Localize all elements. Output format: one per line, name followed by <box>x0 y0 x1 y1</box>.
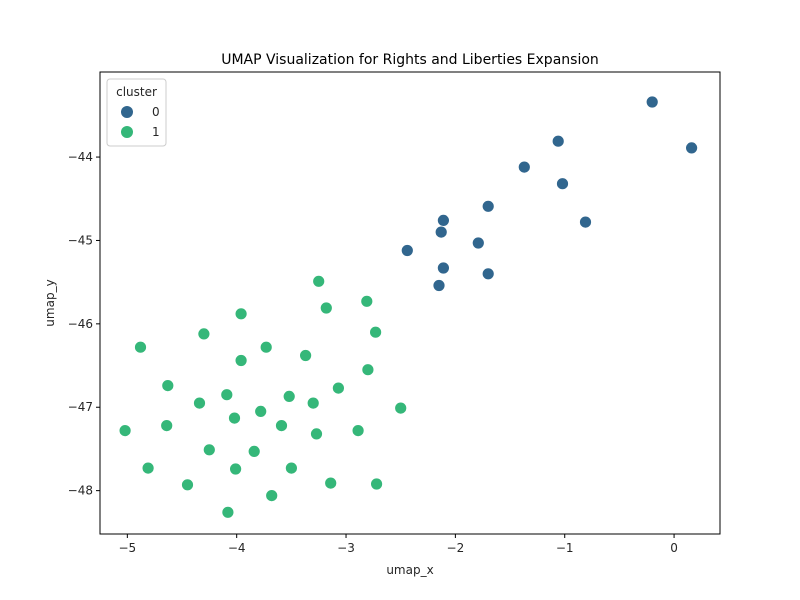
point-cluster-1-23 <box>351 424 365 438</box>
point-cluster-1-25 <box>202 443 216 457</box>
legend: cluster 0 1 <box>106 78 167 147</box>
point-cluster-1-11 <box>161 379 175 393</box>
x-axis-ticks: −5 −4 −3 −2 −1 0 <box>118 534 678 555</box>
x-tick-label: −4 <box>228 541 246 555</box>
point-cluster-1-5 <box>197 327 211 341</box>
point-cluster-1-2 <box>319 301 333 315</box>
point-cluster-1-13 <box>220 388 234 402</box>
point-cluster-1-31 <box>370 477 384 491</box>
legend-marker-cluster-0 <box>121 106 133 118</box>
legend-label-cluster-1: 1 <box>152 125 160 139</box>
y-tick-label: −47 <box>68 400 93 414</box>
x-tick-label: −5 <box>118 541 136 555</box>
point-cluster-1-0 <box>312 274 326 288</box>
point-cluster-1-20 <box>160 419 174 433</box>
x-axis-label: umap_x <box>386 563 433 577</box>
point-cluster-1-3 <box>234 307 248 321</box>
y-axis-label: umap_y <box>43 279 57 326</box>
point-cluster-1-14 <box>282 389 296 403</box>
point-cluster-1-30 <box>324 476 338 490</box>
legend-title: cluster <box>116 85 157 99</box>
chart-title: UMAP Visualization for Rights and Libert… <box>221 52 599 68</box>
points-layer <box>118 95 698 519</box>
point-cluster-1-10 <box>361 363 375 377</box>
point-cluster-0-6 <box>436 213 450 227</box>
point-cluster-1-9 <box>234 354 248 367</box>
point-cluster-1-17 <box>394 401 408 415</box>
point-cluster-0-11 <box>436 261 450 275</box>
y-tick-label: −48 <box>68 484 93 498</box>
legend-label-cluster-0: 0 <box>152 105 160 119</box>
point-cluster-1-1 <box>360 294 374 308</box>
point-cluster-0-9 <box>471 236 485 250</box>
point-cluster-0-4 <box>556 177 569 191</box>
x-tick-label: −2 <box>447 541 465 555</box>
x-tick-label: −1 <box>556 541 574 555</box>
point-cluster-1-12 <box>331 381 345 395</box>
point-cluster-0-5 <box>481 199 495 213</box>
point-cluster-1-16 <box>306 396 320 410</box>
point-cluster-1-6 <box>134 340 147 354</box>
point-cluster-1-8 <box>299 349 313 362</box>
y-tick-label: −46 <box>68 317 93 331</box>
point-cluster-0-1 <box>685 141 698 155</box>
point-cluster-1-7 <box>259 340 273 354</box>
y-tick-label: −44 <box>68 150 93 164</box>
point-cluster-0-7 <box>579 215 592 229</box>
point-cluster-1-22 <box>118 424 132 438</box>
point-cluster-1-29 <box>229 462 243 476</box>
point-cluster-1-21 <box>275 419 288 433</box>
point-cluster-1-27 <box>141 461 155 475</box>
point-cluster-0-0 <box>645 95 659 109</box>
x-tick-label: −3 <box>337 541 355 555</box>
point-cluster-1-28 <box>284 461 298 475</box>
y-tick-label: −45 <box>68 233 93 247</box>
plot-frame <box>99 71 721 535</box>
point-cluster-0-8 <box>434 225 448 239</box>
y-axis-ticks: −48 −47 −46 −45 −44 <box>68 150 100 498</box>
point-cluster-1-32 <box>181 478 194 492</box>
point-cluster-0-3 <box>517 160 531 174</box>
point-cluster-0-2 <box>551 134 565 148</box>
point-cluster-1-15 <box>193 396 206 410</box>
point-cluster-1-34 <box>221 505 235 519</box>
point-cluster-0-13 <box>432 279 446 292</box>
point-cluster-0-12 <box>481 267 495 281</box>
point-cluster-1-24 <box>310 427 323 441</box>
point-cluster-1-26 <box>247 444 261 458</box>
x-tick-label: 0 <box>670 541 678 555</box>
point-cluster-1-18 <box>254 404 268 418</box>
point-cluster-1-33 <box>265 489 279 503</box>
point-cluster-0-10 <box>400 244 414 257</box>
point-cluster-1-19 <box>228 411 241 425</box>
point-cluster-1-4 <box>369 325 383 339</box>
legend-marker-cluster-1 <box>121 126 133 138</box>
